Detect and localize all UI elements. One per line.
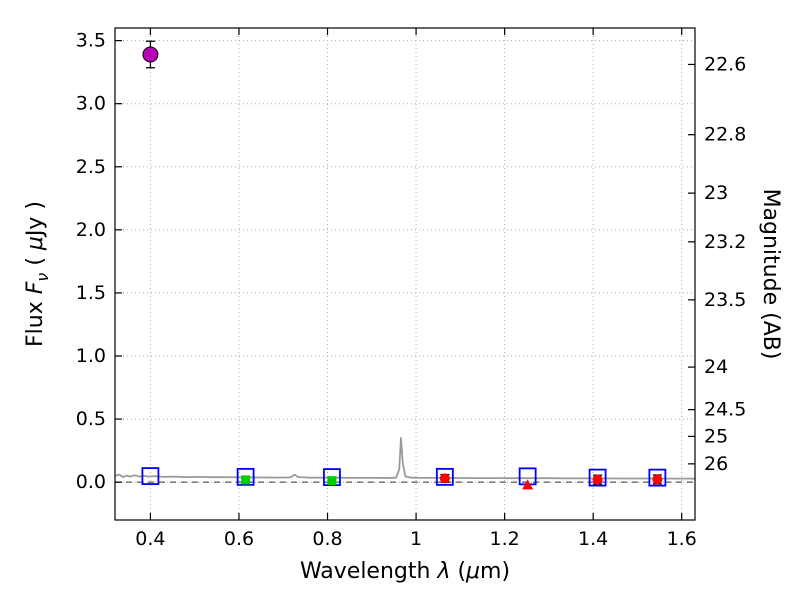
x-axis: 0.4 0.6 0.8 1 1.2 1.4 1.6: [135, 28, 697, 550]
x-axis-label: Wavelength λ (μm): [300, 559, 510, 584]
y-axis-left: 0.0 0.5 1.0 1.5 2.0 2.5 3.0 3.5: [76, 30, 122, 493]
x-tick-label: 1: [410, 528, 422, 550]
observed-optical-green-marker: [241, 475, 251, 485]
outlier-magenta-marker: [142, 46, 159, 63]
series-upper-limit-red-triangle: [522, 479, 534, 490]
y-tick-label: 1.0: [76, 345, 106, 367]
magnitude-tick-label: 22.8: [704, 124, 746, 146]
model-photometry-squares-marker: [588, 468, 607, 487]
axis-labels: Wavelength λ (μm) Flux Fν ( μJy ) Magnitud…: [23, 189, 783, 584]
x-tick-label: 1.6: [667, 528, 697, 550]
model-spectrum-line: [114, 437, 695, 480]
series-observed-ir-red: [439, 473, 663, 485]
magnitude-tick-label: 26: [704, 453, 728, 475]
magnitude-tick-label: 25: [704, 425, 728, 447]
model-photometry-squares-marker: [236, 467, 255, 486]
magnitude-tick-label: 23.5: [704, 289, 746, 311]
y-tick-label: 0.5: [76, 408, 106, 430]
magnitude-tick-label: 23: [704, 182, 728, 204]
x-tick-label: 0.6: [224, 528, 254, 550]
magnitude-tick-label: 24.5: [704, 399, 746, 421]
y-axis-right: 22.6 22.8 23 23.2 23.5 24 24.5 25 26: [688, 53, 746, 475]
observed-ir-red-marker: [652, 474, 663, 485]
magnitude-axis-label: Magnitude (AB): [758, 189, 783, 360]
plot-background: [115, 28, 695, 520]
magnitude-tick-label: 22.6: [704, 53, 746, 75]
observed-ir-red-marker: [592, 474, 603, 485]
upper-limit-red-triangle-marker: [522, 479, 534, 490]
x-tick-label: 1.4: [578, 528, 608, 550]
plot-frame: [114, 27, 696, 521]
y-axis-label: Flux Fν ( μJy ): [23, 201, 52, 347]
magnitude-tick-label: 23.2: [704, 231, 746, 253]
model-photometry-squares-marker: [648, 468, 667, 487]
y-tick-label: 0.0: [76, 471, 106, 493]
x-tick-label: 0.8: [312, 528, 342, 550]
y-tick-label: 2.5: [76, 156, 106, 178]
y-tick-label: 3.0: [76, 93, 106, 115]
y-tick-label: 1.5: [76, 282, 106, 304]
observed-optical-green-marker: [327, 476, 337, 486]
model-photometry-squares-marker: [435, 467, 454, 486]
series-model-spectrum: [114, 437, 695, 480]
model-photometry-squares-marker: [141, 467, 160, 485]
y-tick-label: 2.0: [76, 219, 106, 241]
series-observed-optical-green: [241, 475, 337, 486]
magnitude-tick-label: 24: [704, 356, 728, 378]
series-outlier-magenta: [142, 40, 159, 69]
y-tick-label: 3.5: [76, 30, 106, 52]
observed-ir-red-marker: [439, 473, 450, 484]
grid: [115, 28, 695, 520]
x-tick-label: 0.4: [135, 528, 165, 550]
x-tick-label: 1.2: [490, 528, 520, 550]
